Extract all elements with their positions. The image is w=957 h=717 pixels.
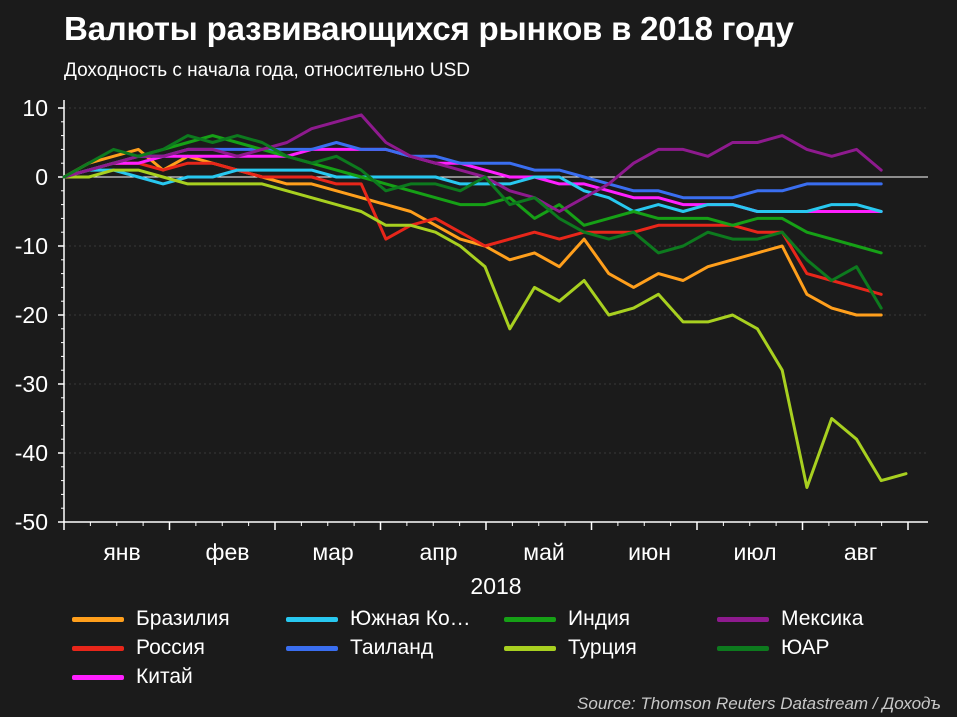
y-tick-label-5: -40 xyxy=(15,440,48,466)
legend-item: Бразилия xyxy=(72,607,230,631)
legend-item: Южная Ко… xyxy=(286,607,471,631)
series-line-2 xyxy=(62,147,883,213)
x-tick-label-авг: авг xyxy=(844,539,877,565)
legend-swatch xyxy=(72,645,124,651)
legend-item: Россия xyxy=(72,636,205,660)
legend-item: Индия xyxy=(504,607,630,631)
source-note: Source: Thomson Reuters Datastream / Дох… xyxy=(577,694,941,713)
legend-swatch xyxy=(72,616,124,622)
legend: Бразилия Южная Ко… Индия Мексика Россия Таила… xyxy=(72,607,932,693)
legend-item: ЮАР xyxy=(717,636,830,660)
legend-item: Китай xyxy=(72,665,193,689)
grid-layer xyxy=(64,107,928,523)
x-tick-label-мар: мар xyxy=(312,539,353,565)
legend-item: Турция xyxy=(504,636,637,660)
x-tick-label-июн: июн xyxy=(628,539,671,565)
legend-item: Мексика xyxy=(717,607,863,631)
legend-label: Россия xyxy=(136,636,205,659)
legend-item: Таиланд xyxy=(286,636,433,660)
y-tick-label-2: -10 xyxy=(15,233,48,259)
series-line-6 xyxy=(62,134,883,255)
legend-label: Турция xyxy=(568,636,637,659)
legend-label: Таиланд xyxy=(350,636,434,659)
legend-swatch xyxy=(717,645,769,651)
legend-label: Индия xyxy=(568,607,631,630)
y-tick-label-1: 0 xyxy=(35,164,48,190)
x-tick-label-фев: фев xyxy=(206,539,250,565)
line-chart: 10 0 -10 -20 -30 -40 -50 янв фев мар апр май июн июл а… xyxy=(15,95,928,599)
axes: 10 0 -10 -20 -30 -40 -50 янв фев мар апр май июн июл а… xyxy=(15,95,928,565)
legend-swatch xyxy=(72,674,124,680)
x-tick-label-май: май xyxy=(523,539,564,565)
y-tick-label-0: 10 xyxy=(22,95,48,121)
x-axis-label: 2018 xyxy=(470,573,521,599)
chart-subtitle: Доходность с начала года, относительно U… xyxy=(64,60,470,81)
legend-swatch xyxy=(504,616,556,622)
legend-label: Китай xyxy=(136,665,193,688)
legend-swatch xyxy=(286,645,338,651)
series-line-1 xyxy=(62,161,883,296)
x-tick-label-апр: апр xyxy=(420,539,458,565)
x-tick-label-янв: янв xyxy=(103,539,140,565)
legend-label: Бразилия xyxy=(136,607,230,630)
series-line-7 xyxy=(62,113,883,213)
series-line-0 xyxy=(62,147,883,317)
legend-swatch xyxy=(717,616,769,622)
legend-label: Южная Ко… xyxy=(350,607,471,630)
chart-title: Валюты развивающихся рынков в 2018 году xyxy=(64,10,794,47)
series-line-5 xyxy=(62,168,908,489)
x-tick-label-июл: июл xyxy=(734,539,777,565)
legend-swatch xyxy=(286,616,338,622)
y-tick-label-3: -20 xyxy=(15,302,48,328)
y-tick-label-4: -30 xyxy=(15,371,48,397)
series-line-8 xyxy=(62,134,883,310)
legend-label: Мексика xyxy=(781,607,864,630)
legend-swatch xyxy=(504,645,556,651)
y-tick-label-6: -50 xyxy=(15,509,48,535)
series-layer xyxy=(62,113,908,489)
legend-label: ЮАР xyxy=(781,636,830,659)
